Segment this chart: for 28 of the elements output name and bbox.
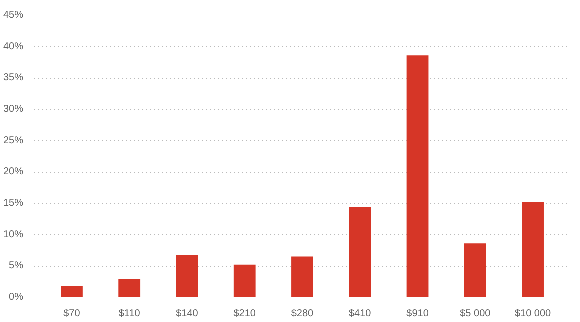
y-tick-label: 45%	[3, 10, 24, 21]
x-tick-label: $280	[291, 308, 314, 320]
x-tick-label: $10 000	[514, 308, 552, 320]
x-tick-label: $110	[118, 308, 141, 320]
y-tick-label: 15%	[3, 198, 24, 209]
y-tick-label: 10%	[3, 229, 24, 240]
x-tick-label: $210	[234, 308, 256, 320]
x-tick-label: $5 000	[460, 308, 492, 320]
y-tick-label: 5%	[9, 260, 24, 272]
bar	[292, 256, 314, 298]
bar	[522, 202, 544, 298]
y-tick-label: 20%	[3, 166, 24, 178]
bar	[118, 279, 141, 298]
y-tick-label: 25%	[3, 135, 24, 146]
x-tick-label: $410	[349, 308, 372, 320]
bar	[464, 244, 486, 298]
x-tick-label: $140	[176, 308, 199, 320]
y-tick-label: 30%	[3, 104, 24, 115]
bar	[61, 286, 83, 298]
y-tick-label: 35%	[3, 72, 24, 84]
x-tick-label: $910	[406, 308, 430, 320]
bar	[406, 56, 429, 298]
bar	[234, 264, 256, 298]
x-tick-label: $70	[64, 308, 81, 320]
bar	[349, 207, 372, 298]
y-tick-label: 0%	[9, 292, 24, 303]
bar	[176, 256, 198, 298]
y-tick-label: 40%	[3, 41, 24, 52]
